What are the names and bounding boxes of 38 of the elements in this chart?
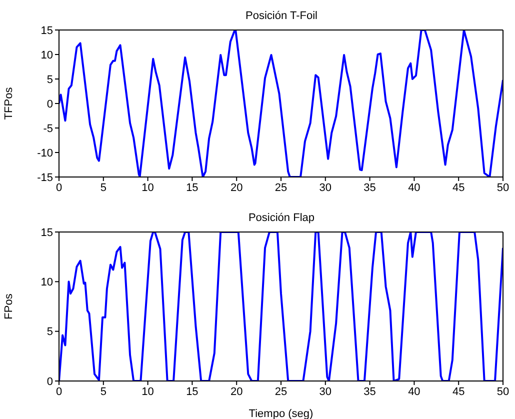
x-tick-label: 10 xyxy=(142,386,154,398)
x-tick-label: 50 xyxy=(496,386,510,398)
chart-title: Posición Flap xyxy=(247,212,316,224)
x-tick-label: 40 xyxy=(408,386,420,398)
x-tick-label: 20 xyxy=(230,182,243,194)
y-tick-label: 15 xyxy=(40,226,53,239)
y-tick-label: 5 xyxy=(46,326,53,338)
y-tick-label: 0 xyxy=(46,98,53,110)
x-tick-label: 30 xyxy=(319,182,332,194)
x-tick-label: 40 xyxy=(408,182,420,194)
x-tick-label: 0 xyxy=(56,182,62,194)
y-tick-label: 10 xyxy=(40,49,53,62)
y-tick-label: 10 xyxy=(40,276,53,289)
x-tick-label: 0 xyxy=(56,386,62,398)
x-tick-label: 45 xyxy=(452,182,465,194)
y-tick-label: 15 xyxy=(40,24,53,37)
x-tick-label: 5 xyxy=(100,182,106,194)
y-axis-title: FPos xyxy=(2,293,15,320)
y-tick-label: 5 xyxy=(46,74,53,86)
y-tick-label: -15 xyxy=(37,172,53,184)
x-tick-label: 20 xyxy=(230,386,243,398)
x-tick-label: 30 xyxy=(319,386,332,398)
x-tick-label: 45 xyxy=(452,386,465,398)
x-tick-label: 15 xyxy=(186,386,198,398)
x-axis-title: Tiempo (seg) xyxy=(248,408,314,419)
x-tick-label: 50 xyxy=(496,182,510,194)
chart-title: Posición T-Foil xyxy=(244,10,318,22)
x-tick-label: 5 xyxy=(100,386,106,398)
y-tick-label: -10 xyxy=(37,147,53,160)
y-tick-label: 0 xyxy=(46,376,53,388)
x-tick-label: 35 xyxy=(364,386,376,398)
x-tick-label: 10 xyxy=(142,182,154,194)
x-tick-label: 25 xyxy=(274,386,288,398)
x-tick-label: 35 xyxy=(364,182,376,194)
x-tick-label: 25 xyxy=(274,182,288,194)
x-tick-label: 15 xyxy=(186,182,198,194)
y-axis-title: TFPos xyxy=(2,86,15,120)
y-tick-label: -5 xyxy=(43,122,53,135)
